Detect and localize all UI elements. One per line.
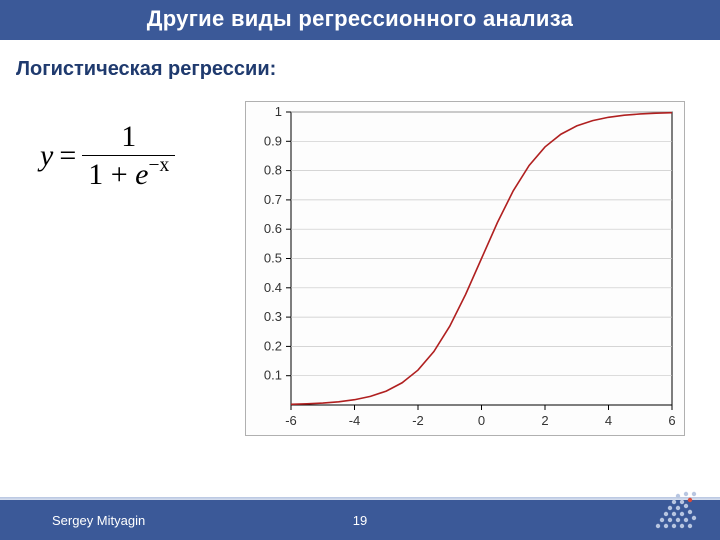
svg-text:0.3: 0.3 (264, 309, 282, 324)
itmo-dot-logo-icon (646, 486, 706, 534)
svg-text:4: 4 (605, 413, 612, 428)
svg-text:0.2: 0.2 (264, 338, 282, 353)
svg-text:0.6: 0.6 (264, 221, 282, 236)
formula-fraction: 1 1 + e−x (82, 121, 175, 190)
slide-title-bar: Другие виды регрессионного анализа (0, 0, 720, 40)
svg-text:0.9: 0.9 (264, 133, 282, 148)
formula-lhs: y (40, 139, 53, 173)
svg-text:0.8: 0.8 (264, 163, 282, 178)
formula-eq: = (59, 139, 76, 173)
svg-text:-6: -6 (285, 413, 297, 428)
formula-numerator: 1 (113, 121, 144, 155)
svg-text:-2: -2 (412, 413, 424, 428)
footer-author: Sergey Mityagin (52, 513, 145, 528)
logistic-formula: y = 1 1 + e−x (10, 101, 245, 190)
page-number: 19 (353, 513, 367, 528)
svg-text:2: 2 (541, 413, 548, 428)
svg-text:0.7: 0.7 (264, 192, 282, 207)
logistic-chart: 0.1 0.2 0.3 0.4 0.5 0.6 0.7 0.8 0.9 1 -6 -4 -2 0 2 4 6 (245, 101, 685, 436)
content-area: y = 1 1 + e−x 0.10.20.30.40.50.60.70.80.… (0, 91, 720, 436)
slide-title: Другие виды регрессионного анализа (147, 6, 573, 31)
svg-text:0: 0 (478, 413, 485, 428)
svg-text:1: 1 (275, 104, 282, 119)
svg-text:-4: -4 (349, 413, 361, 428)
svg-text:6: 6 (668, 413, 675, 428)
svg-text:0.4: 0.4 (264, 280, 282, 295)
svg-text:0.1: 0.1 (264, 368, 282, 383)
footer-bar: Sergey Mityagin 19 (0, 500, 720, 540)
svg-text:0.5: 0.5 (264, 251, 282, 266)
section-subtitle: Логистическая регрессии: (0, 40, 720, 91)
formula-denominator: 1 + e−x (82, 155, 175, 191)
